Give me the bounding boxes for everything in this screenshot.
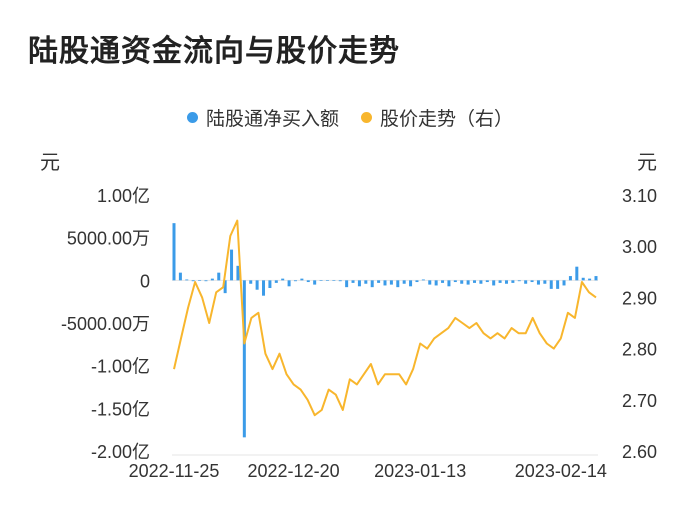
x-tick-label: 2023-02-14	[515, 461, 607, 481]
net-buy-bar	[351, 280, 355, 283]
net-buy-bar	[325, 280, 329, 281]
net-buy-bar	[236, 265, 240, 281]
net-buy-bar	[364, 280, 368, 284]
legend-item-price[interactable]: 股价走势（右）	[361, 104, 513, 131]
legend-label-net-buy: 陆股通净买入额	[205, 108, 339, 130]
net-buy-bar	[293, 280, 297, 282]
x-tick-label: 2023-01-13	[374, 461, 466, 481]
net-buy-bar	[281, 278, 285, 281]
net-buy-bar	[536, 280, 540, 285]
y-right-tick-label: 3.00	[622, 237, 657, 257]
net-buy-bar	[428, 280, 432, 285]
net-buy-bar	[383, 280, 387, 286]
net-buy-bar	[300, 278, 304, 281]
net-buy-bar	[255, 280, 259, 290]
net-buy-bar	[230, 249, 234, 281]
net-buy-bar	[415, 280, 419, 283]
net-buy-bar	[338, 280, 342, 282]
legend-dot-net-buy	[186, 112, 198, 123]
net-buy-bar	[274, 280, 278, 283]
net-buy-bar	[409, 280, 413, 287]
y-left-tick-label: 1.00亿	[97, 186, 150, 206]
net-buy-bar	[223, 280, 227, 294]
chart-title: 陆股通资金流向与股价走势	[28, 34, 400, 69]
y-right-tick-label: 3.10	[622, 186, 657, 206]
net-buy-bar	[377, 280, 381, 283]
net-buy-bar	[204, 280, 208, 282]
net-buy-bar	[268, 280, 272, 289]
net-buy-bar	[319, 280, 323, 281]
y-right-tick-label: 2.80	[622, 340, 657, 360]
legend-dot-price	[361, 112, 373, 123]
net-buy-bar	[287, 280, 291, 287]
net-buy-bar	[530, 280, 534, 283]
net-buy-bar	[434, 280, 438, 286]
net-buy-bar	[466, 280, 470, 285]
net-buy-bar	[441, 280, 445, 283]
legend-item-net-buy[interactable]: 陆股通净买入额	[186, 104, 339, 131]
y-right-tick-label: 2.90	[622, 288, 657, 308]
y-left-tick-label: -1.50亿	[91, 399, 150, 419]
net-buy-bar	[185, 279, 189, 281]
y-right-tick-label: 2.70	[622, 391, 657, 411]
net-buy-bar	[262, 280, 266, 296]
x-tick-label: 2022-11-25	[129, 461, 220, 481]
y-left-tick-label: 5000.00万	[67, 229, 150, 249]
y-right-tick-label: 2.60	[622, 442, 657, 462]
net-buy-bar	[332, 280, 336, 281]
y-left-tick-label: -2.00亿	[91, 442, 150, 462]
net-buy-bar	[178, 272, 182, 281]
net-buy-bar	[306, 280, 310, 283]
net-buy-bar	[198, 280, 202, 281]
x-tick-label: 2022-12-20	[248, 461, 340, 481]
right-axis-unit: 元	[637, 150, 657, 174]
net-buy-bar	[453, 280, 457, 283]
net-buy-bar	[511, 280, 515, 283]
left-axis-unit: 元	[40, 150, 60, 174]
net-buy-bar	[492, 280, 496, 286]
net-buy-bar	[172, 223, 176, 281]
net-buy-bar	[556, 280, 560, 289]
legend-label-price: 股价走势（右）	[380, 108, 514, 130]
net-buy-bar	[479, 280, 483, 284]
net-buy-bar	[473, 280, 477, 283]
net-buy-bar	[485, 280, 489, 283]
y-left-tick-label: -5000.00万	[61, 314, 150, 334]
net-buy-bar	[345, 280, 349, 288]
net-buy-bar	[504, 280, 508, 284]
y-left-tick-label: 0	[140, 271, 150, 291]
net-buy-bar	[389, 280, 393, 285]
net-buy-bar	[249, 280, 253, 284]
y-left-tick-label: -1.00亿	[91, 357, 150, 377]
net-buy-bar	[396, 280, 400, 288]
net-buy-bar	[242, 280, 246, 438]
net-buy-bar	[549, 280, 553, 289]
net-buy-bar	[588, 278, 592, 281]
net-buy-bar	[460, 280, 464, 284]
net-buy-bar	[447, 280, 451, 287]
net-buy-bar	[562, 280, 566, 286]
net-buy-bar	[517, 280, 521, 282]
net-buy-bar	[402, 280, 406, 284]
net-buy-bar	[594, 276, 598, 281]
net-buy-bar	[498, 280, 502, 283]
net-buy-bar	[217, 272, 221, 281]
net-buy-bar	[581, 277, 585, 281]
net-buy-bar	[543, 280, 547, 284]
net-buy-bar	[191, 280, 195, 282]
net-buy-bar	[210, 278, 214, 281]
net-buy-bar	[421, 279, 425, 281]
net-buy-bar	[370, 280, 374, 288]
price-line	[173, 219, 597, 417]
net-buy-bar	[357, 280, 361, 287]
net-buy-bar	[568, 276, 572, 281]
net-buy-bar	[524, 280, 528, 284]
net-buy-bar	[575, 266, 579, 281]
legend: 陆股通净买入额 股价走势（右）	[0, 104, 700, 131]
net-buy-bar	[313, 280, 317, 285]
